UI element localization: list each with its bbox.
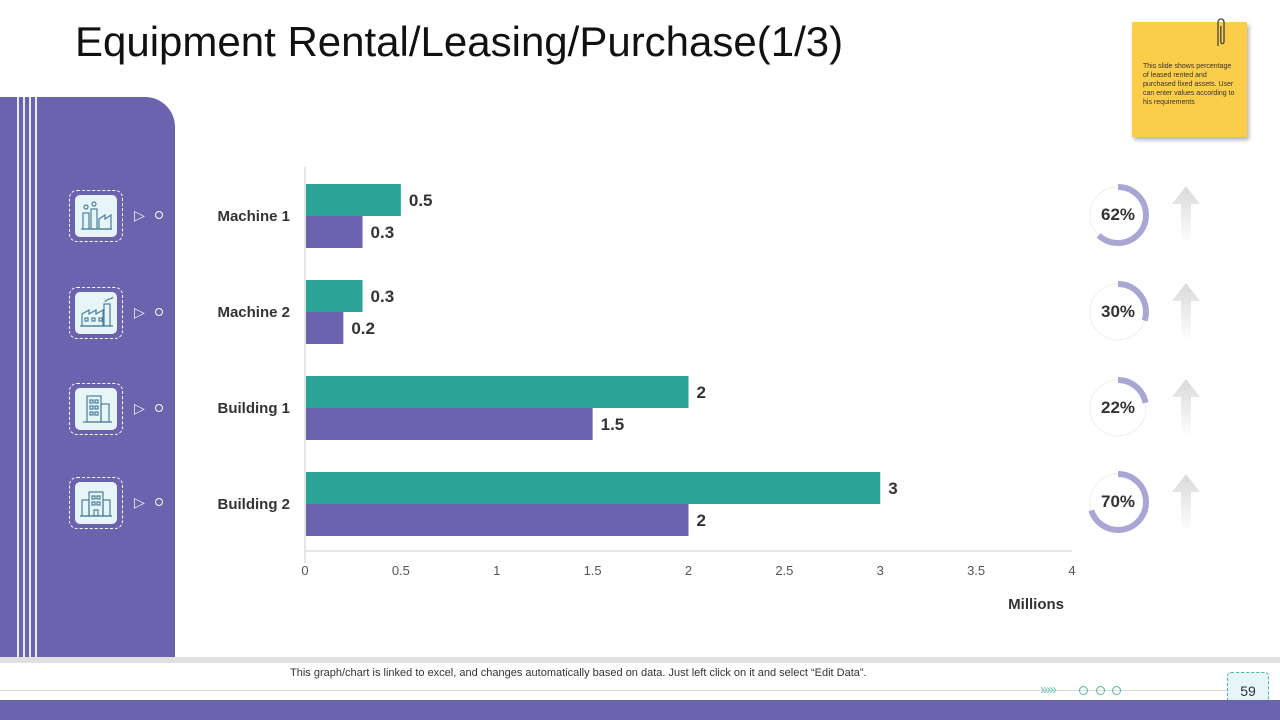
percent-ring xyxy=(1087,377,1149,439)
data-label: 0.3 xyxy=(371,223,395,242)
office-building-icon xyxy=(75,482,117,524)
category-label: Building 1 xyxy=(218,400,291,417)
footer-bar xyxy=(0,700,1280,720)
percent-label: 30% xyxy=(1100,302,1136,321)
triangle-marker-icon: ▷ xyxy=(134,494,145,510)
decor-line xyxy=(35,97,37,720)
bar xyxy=(306,312,344,344)
percent-label: 70% xyxy=(1100,492,1136,511)
bar xyxy=(306,408,593,440)
x-tick-label: 4 xyxy=(1068,563,1075,578)
bar-chart[interactable]: 0 0.5 1 1.5 2 2.5 3 3.5 4 Millions Machine 1 0.5 0.3… xyxy=(190,155,1090,625)
x-tick-label: 2.5 xyxy=(775,563,793,578)
data-label: 1.5 xyxy=(601,415,625,434)
decor-line xyxy=(17,97,19,720)
up-arrow-icon xyxy=(1172,379,1200,437)
bar xyxy=(306,504,689,536)
x-tick-label: 1 xyxy=(493,563,500,578)
category-label: Machine 1 xyxy=(217,208,290,225)
decor-line xyxy=(29,97,31,720)
ring-arc xyxy=(1087,281,1149,343)
bottom-rule xyxy=(0,690,1230,691)
paperclip-icon xyxy=(1217,18,1225,46)
triangle-marker-icon: ▷ xyxy=(134,207,145,223)
bar xyxy=(306,216,363,248)
category-label: Building 2 xyxy=(218,496,291,513)
data-label: 0.2 xyxy=(351,319,375,338)
factory-smoke-icon xyxy=(75,292,117,334)
percent-ring xyxy=(1087,281,1149,343)
dot-marker-icon xyxy=(155,404,163,412)
dot-marker-icon xyxy=(155,211,163,219)
ring-arc xyxy=(1087,377,1149,439)
percent-label: 62% xyxy=(1100,205,1136,224)
bar xyxy=(306,280,363,312)
x-tick-label: 0 xyxy=(301,563,308,578)
bottom-divider xyxy=(0,657,1280,663)
factory-icon xyxy=(75,195,117,237)
dot-marker-icon xyxy=(155,308,163,316)
circle-marker-icon xyxy=(1079,686,1088,695)
slide-title: Equipment Rental/Leasing/Purchase(1/3) xyxy=(75,18,844,65)
triangle-marker-icon: ▷ xyxy=(134,400,145,416)
left-sidebar-panel xyxy=(0,97,175,660)
data-label: 2 xyxy=(697,383,706,402)
x-tick-label: 0.5 xyxy=(392,563,410,578)
circle-marker-icon xyxy=(1096,686,1105,695)
building-icon xyxy=(75,388,117,430)
up-arrow-icon xyxy=(1172,186,1200,244)
factory-smoke-icon-frame xyxy=(69,287,123,339)
ring-arc xyxy=(1087,471,1149,533)
ring-arc xyxy=(1087,184,1149,246)
factory-icon-frame xyxy=(69,190,123,242)
bar xyxy=(306,376,689,408)
data-label: 0.3 xyxy=(371,287,395,306)
circle-marker-icon xyxy=(1112,686,1121,695)
office-building-icon-frame xyxy=(69,477,123,529)
data-label: 3 xyxy=(888,479,897,498)
category-label: Machine 2 xyxy=(217,304,290,321)
percent-ring xyxy=(1087,184,1149,246)
dot-marker-icon xyxy=(155,498,163,506)
x-axis-title: Millions xyxy=(1008,596,1064,613)
data-label: 0.5 xyxy=(409,191,433,210)
x-tick-label: 1.5 xyxy=(584,563,602,578)
bar xyxy=(306,184,401,216)
x-tick-label: 3.5 xyxy=(967,563,985,578)
up-arrow-icon xyxy=(1172,474,1200,532)
up-arrow-icon xyxy=(1172,283,1200,341)
percent-ring xyxy=(1087,471,1149,533)
x-tick-label: 2 xyxy=(685,563,692,578)
building-icon-frame xyxy=(69,383,123,435)
chart-caption: This graph/chart is linked to excel, and… xyxy=(290,667,867,679)
x-tick-label: 3 xyxy=(877,563,884,578)
sticky-note-text: This slide shows percentage of leased re… xyxy=(1143,63,1235,106)
bar xyxy=(306,472,881,504)
data-label: 2 xyxy=(697,511,706,530)
chevrons-icon: ››››› xyxy=(1040,681,1057,698)
triangle-marker-icon: ▷ xyxy=(134,304,145,320)
percent-label: 22% xyxy=(1100,398,1136,417)
sticky-note: This slide shows percentage of leased re… xyxy=(1132,18,1247,137)
decor-line xyxy=(23,97,25,720)
